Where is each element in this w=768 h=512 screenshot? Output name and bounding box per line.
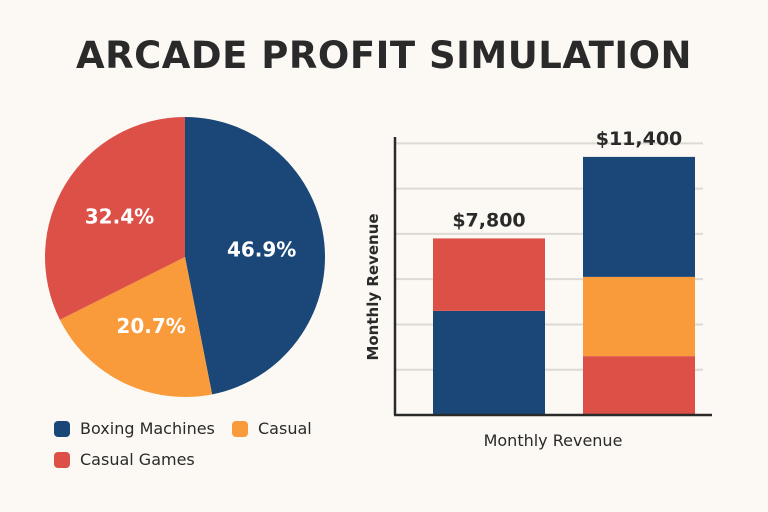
pie-slice-label: 32.4% xyxy=(85,205,154,229)
pie-slice-label: 20.7% xyxy=(116,314,185,338)
legend-item-casual-games: Casual Games xyxy=(54,450,195,469)
x-axis-label: Monthly Revenue xyxy=(484,431,623,450)
bar-segment xyxy=(583,156,695,277)
pie-slice-boxing-machines xyxy=(185,117,325,395)
bar-segment xyxy=(433,310,545,415)
legend-item-casual: Casual xyxy=(232,419,312,438)
bar-segment xyxy=(433,238,545,311)
bar-total-label: $11,400 xyxy=(596,128,683,150)
legend-label: Boxing Machines xyxy=(80,419,215,438)
y-axis-label: Monthly Revenue xyxy=(364,213,382,360)
legend-swatch xyxy=(54,420,70,437)
pie-slice-casual-games xyxy=(45,117,185,320)
legend-item-boxing-machines: Boxing Machines xyxy=(54,419,215,438)
pie-slice-label: 46.9% xyxy=(227,238,296,262)
legend-label: Casual xyxy=(258,419,312,438)
bar-total-label: $7,800 xyxy=(452,209,525,231)
pie-slice-casual xyxy=(59,257,213,397)
bar-segment xyxy=(583,276,695,357)
legend-swatch xyxy=(232,420,248,437)
page-title: ARCADE PROFIT SIMULATION xyxy=(75,34,693,77)
legend-swatch xyxy=(54,451,70,468)
legend-label: Casual Games xyxy=(80,450,195,469)
bar-segment xyxy=(583,356,695,415)
